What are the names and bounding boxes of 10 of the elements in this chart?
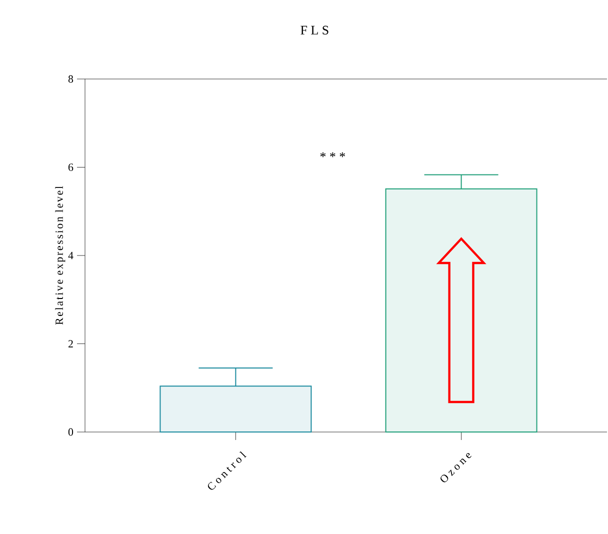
- y-tick-label: 4: [68, 252, 74, 260]
- y-tick-label: 8: [68, 75, 74, 83]
- x-tick-label: O z o n e: [440, 453, 472, 482]
- x-tick-label: C o n t r o l: [208, 451, 247, 490]
- y-tick-label: 2: [68, 340, 73, 348]
- y-tick-label: 0: [68, 428, 74, 436]
- chart-title: F L S: [300, 26, 328, 34]
- y-axis-title: Relative expression level: [55, 186, 66, 325]
- annotation: * * *: [320, 152, 346, 158]
- y-tick-label: 6: [68, 164, 74, 171]
